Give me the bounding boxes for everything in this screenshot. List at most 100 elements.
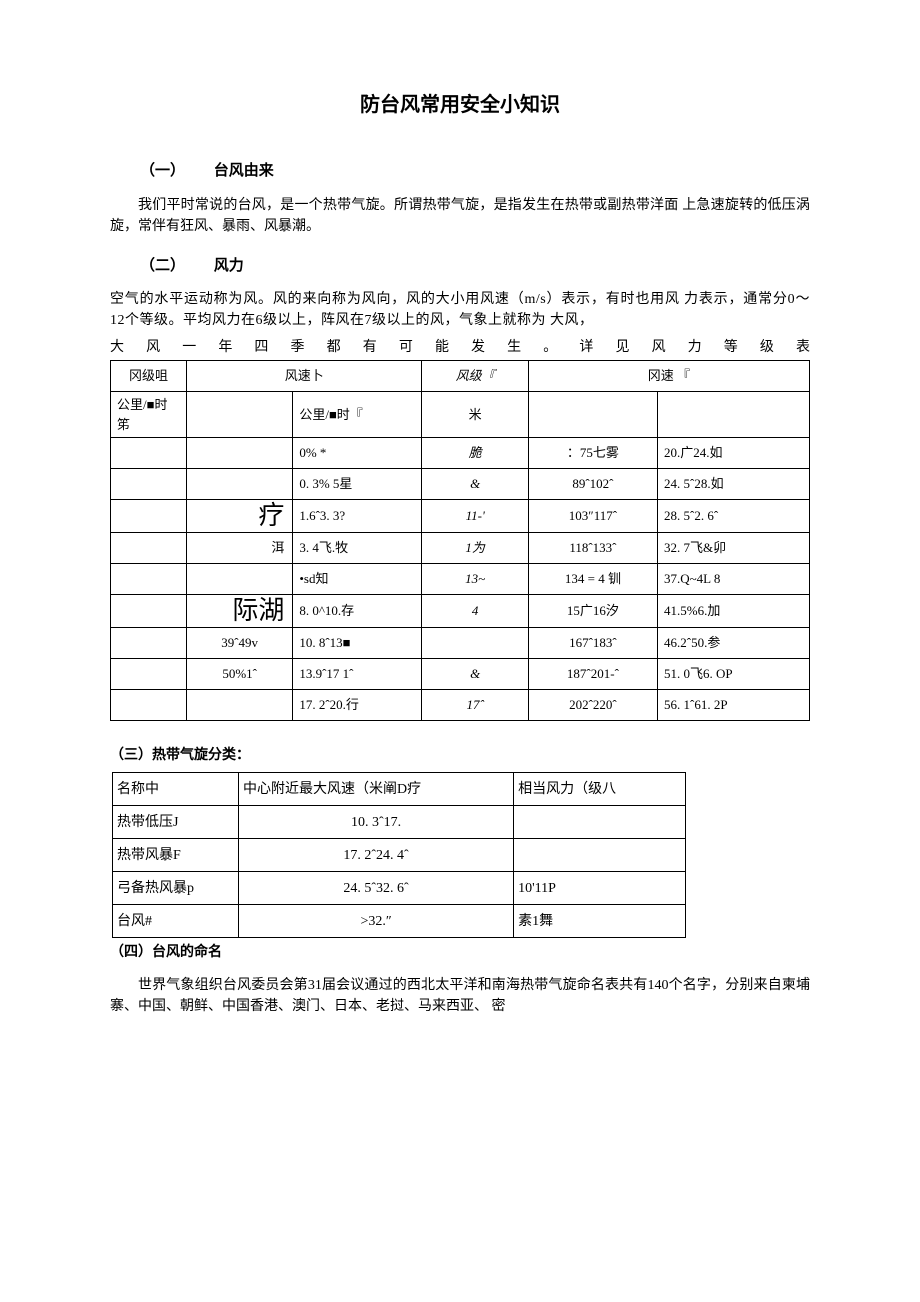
wind-th-2: 风速卜 [186,361,422,392]
cyclone-force-cell [514,806,686,839]
table-row: 洱3. 4飞.牧1为118ˆ133ˆ32. 7飞&卯 [111,533,810,564]
section-1-body: 我们平时常说的台风，是一个热带气旋。所谓热带气旋，是指发生在热带或副热带洋面 上… [110,195,810,237]
table-cell: 11-' [422,500,528,533]
table-cell: 10. 8ˆ13■ [293,628,422,659]
table-cell: ：75七雾 [528,438,657,469]
section-2-body-1: 空气的水平运动称为风。风的来向称为风向，风的大小用风速（m/s）表示，有时也用风… [110,289,810,331]
table-cell: •sd知 [293,564,422,595]
table-cell: 20.广24.如 [658,438,810,469]
table-cell: 103″117ˆ [528,500,657,533]
table-cell [111,628,187,659]
cyclone-name-cell: 热带低压J [113,806,239,839]
table-cell [111,438,187,469]
table-row: 热带低压J10. 3ˆ17. [113,806,686,839]
table-cell: 28. 5ˆ2. 6ˆ [658,500,810,533]
section-2-heading: （二） 风力 [140,255,810,278]
cyclone-name-cell: 热带风暴F [113,839,239,872]
table-cell [186,564,292,595]
table-row: 39ˆ49v10. 8ˆ13■ 167ˆ183ˆ46.2ˆ50.参 [111,628,810,659]
cyclone-th-name: 名称中 [113,773,239,806]
table-cell: 13.9ˆ17 1ˆ [293,659,422,690]
wind-level-table: 冈级咀 风速卜 风级『 冈速 『 公里/■时笫 公里/■时『 米 0% *脆：7… [110,360,810,721]
table-cell: 46.2ˆ50.参 [658,628,810,659]
table-row: 17. 2ˆ20.行17ˆ202ˆ220ˆ56. 1ˆ61. 2P [111,690,810,721]
table-cell: 1.6ˆ3. 3? [293,500,422,533]
table-cell [186,690,292,721]
section-1-num: （一） [140,160,210,183]
cyclone-force-cell: 素1舞 [514,905,686,938]
table-cell: 39ˆ49v [186,628,292,659]
table-cell: 118ˆ133ˆ [528,533,657,564]
table-cell [186,469,292,500]
wind-sub-4: 米 [422,392,528,438]
table-cell: 41.5%6.加 [658,595,810,628]
wind-sub-5 [528,392,657,438]
table-cell: 50%1ˆ [186,659,292,690]
cyclone-header-row: 名称中 中心附近最大风速（米阐D疗 相当风力（级八 [113,773,686,806]
table-cell: 17. 2ˆ20.行 [293,690,422,721]
cyclone-th-speed: 中心附近最大风速（米阐D疗 [239,773,514,806]
table-cell: 脆 [422,438,528,469]
cyclone-speed-cell: 17. 2ˆ24. 4ˆ [239,839,514,872]
table-row: •sd知13~134 = 4 钏37.Q~4L 8 [111,564,810,595]
table-cell: 202ˆ220ˆ [528,690,657,721]
table-cell [111,659,187,690]
table-cell: 89ˆ102ˆ [528,469,657,500]
table-row: 台风#>32.″素1舞 [113,905,686,938]
table-cell: 37.Q~4L 8 [658,564,810,595]
table-cell: 8. 0^10.存 [293,595,422,628]
table-cell [422,628,528,659]
table-cell: 际湖 [186,595,292,628]
table-subheader-row: 公里/■时笫 公里/■时『 米 [111,392,810,438]
table-cell: 1为 [422,533,528,564]
table-row: 0% *脆：75七雾20.广24.如 [111,438,810,469]
table-cell [186,438,292,469]
section-3-heading: （三）热带气旋分类： [110,745,810,766]
wind-th-3: 风级『 [422,361,528,392]
table-row: 际湖8. 0^10.存415广16汐41.5%6.加 [111,595,810,628]
wind-sub-2 [186,392,292,438]
cyclone-type-table: 名称中 中心附近最大风速（米阐D疗 相当风力（级八 热带低压J10. 3ˆ17.… [112,772,686,938]
table-cell: 17ˆ [422,690,528,721]
section-4-heading: （四）台风的命名 [110,942,810,963]
wind-th-1: 冈级咀 [111,361,187,392]
table-cell: 32. 7飞&卯 [658,533,810,564]
table-cell: 0. 3% 5星 [293,469,422,500]
table-cell: 51. 0飞6. OP [658,659,810,690]
table-row: 弓备热风暴p24. 5ˆ32. 6ˆ10'11P [113,872,686,905]
table-cell: & [422,469,528,500]
cyclone-name-cell: 台风# [113,905,239,938]
table-cell: 洱 [186,533,292,564]
cyclone-speed-cell: 10. 3ˆ17. [239,806,514,839]
table-cell [111,469,187,500]
table-cell: 15广16汐 [528,595,657,628]
section-2-label: 风力 [214,258,244,274]
table-cell: 167ˆ183ˆ [528,628,657,659]
table-cell [111,690,187,721]
section-2-body-2: 大 风 一 年 四 季 都 有 可 能 发 生 。 详 见 风 力 等 级 表 [110,337,810,358]
section-4-body: 世界气象组织台风委员会第31届会议通过的西北太平洋和南海热带气旋命名表共有140… [110,975,810,1017]
table-row: 50%1ˆ13.9ˆ17 1ˆ&187ˆ201-ˆ51. 0飞6. OP [111,659,810,690]
cyclone-th-force: 相当风力（级八 [514,773,686,806]
table-cell: 24. 5ˆ28.如 [658,469,810,500]
cyclone-force-cell: 10'11P [514,872,686,905]
table-row: 热带风暴F17. 2ˆ24. 4ˆ [113,839,686,872]
table-cell [111,595,187,628]
table-cell: 13~ [422,564,528,595]
section-1-heading: （一） 台风由来 [140,160,810,183]
section-2-num: （二） [140,255,210,278]
table-row: 0. 3% 5星&89ˆ102ˆ24. 5ˆ28.如 [111,469,810,500]
page-title: 防台风常用安全小知识 [110,90,810,120]
wind-sub-1: 公里/■时笫 [111,392,187,438]
table-cell: 4 [422,595,528,628]
table-cell: 187ˆ201-ˆ [528,659,657,690]
table-cell: 疗 [186,500,292,533]
cyclone-speed-cell: 24. 5ˆ32. 6ˆ [239,872,514,905]
cyclone-speed-cell: >32.″ [239,905,514,938]
table-cell: 56. 1ˆ61. 2P [658,690,810,721]
table-cell [111,564,187,595]
section-1-label: 台风由来 [214,163,274,179]
wind-th-4: 冈速 『 [528,361,809,392]
table-row: 疗1.6ˆ3. 3?11-'103″117ˆ28. 5ˆ2. 6ˆ [111,500,810,533]
table-cell: & [422,659,528,690]
